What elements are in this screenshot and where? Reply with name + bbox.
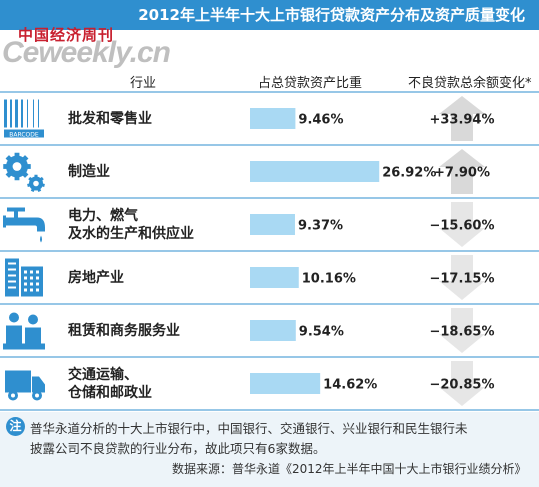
share-bar xyxy=(250,108,296,129)
faucet-icon xyxy=(3,207,45,243)
industry-label: 制造业 xyxy=(68,163,110,180)
change-value-label: +7.90% xyxy=(434,166,490,181)
footnote-panel xyxy=(0,412,539,487)
industry-label: 交通运输、 仓储和邮政业 xyxy=(68,366,152,401)
note-text-line-2: 披露公司不良贷款的行业分布，故此项只有6家数据。 xyxy=(30,441,326,456)
increase-arrow-icon xyxy=(439,149,485,194)
share-value-label: 9.37% xyxy=(298,219,343,234)
title-banner: 2012年上半年十大上市银行贷款资产分布及资产质量变化 xyxy=(0,0,539,30)
share-bar xyxy=(250,373,321,394)
column-header-change: 不良贷款总余额变化* xyxy=(408,76,532,91)
note-text-line-1: 普华永道分析的十大上市银行中，中国银行、交通银行、兴业银行和民生银行未 xyxy=(30,421,468,436)
site-watermark: Ceweekly.cn xyxy=(2,36,171,69)
change-value-label: −15.60% xyxy=(429,219,494,234)
decrease-arrow-icon xyxy=(439,255,485,300)
data-source: 数据来源：普华永道《2012年上半年中国十大上市银行业绩分析》 xyxy=(172,462,527,476)
share-value-label: 14.62% xyxy=(323,378,377,393)
change-value-label: −17.15% xyxy=(429,272,494,287)
share-value-label: 26.92% xyxy=(382,166,436,181)
decrease-arrow-icon xyxy=(439,361,485,406)
gears-icon xyxy=(3,152,45,193)
industry-label: 租赁和商务服务业 xyxy=(68,322,180,339)
note-badge: 注 xyxy=(6,417,25,436)
industry-label: 批发和零售业 xyxy=(68,110,152,127)
truck-icon xyxy=(5,370,45,401)
share-bar xyxy=(250,161,380,182)
share-value-label: 9.46% xyxy=(298,113,343,128)
share-value-label: 9.54% xyxy=(299,325,344,340)
increase-arrow-icon xyxy=(439,96,485,141)
loan-distribution-chart: BARCODE 9.46% +33.94% 26.92%+7.90% 9.37% −15.… xyxy=(0,91,539,411)
brand-logo-text: 中国经济周刊 xyxy=(18,26,115,44)
share-bar xyxy=(250,267,299,288)
decrease-arrow-icon xyxy=(439,308,485,353)
change-value-label: −20.85% xyxy=(429,378,494,393)
business-people-icon xyxy=(3,312,45,350)
share-bar xyxy=(250,320,296,341)
share-bar xyxy=(250,214,295,235)
barcode-icon: BARCODE xyxy=(4,99,44,139)
change-value-label: +33.94% xyxy=(429,113,494,128)
svg-text:BARCODE: BARCODE xyxy=(9,132,39,139)
decrease-arrow-icon xyxy=(439,202,485,247)
buildings-icon xyxy=(5,258,43,297)
change-value-label: −18.65% xyxy=(429,325,494,340)
column-header-industry: 行业 xyxy=(130,76,157,91)
industry-label: 电力、燃气 及水的生产和供应业 xyxy=(68,207,194,242)
industry-label: 房地产业 xyxy=(68,269,124,286)
share-value-label: 10.16% xyxy=(302,272,356,287)
chart-title: 2012年上半年十大上市银行贷款资产分布及资产质量变化 xyxy=(138,6,525,24)
column-header-share: 占总贷款资产比重 xyxy=(258,76,363,91)
